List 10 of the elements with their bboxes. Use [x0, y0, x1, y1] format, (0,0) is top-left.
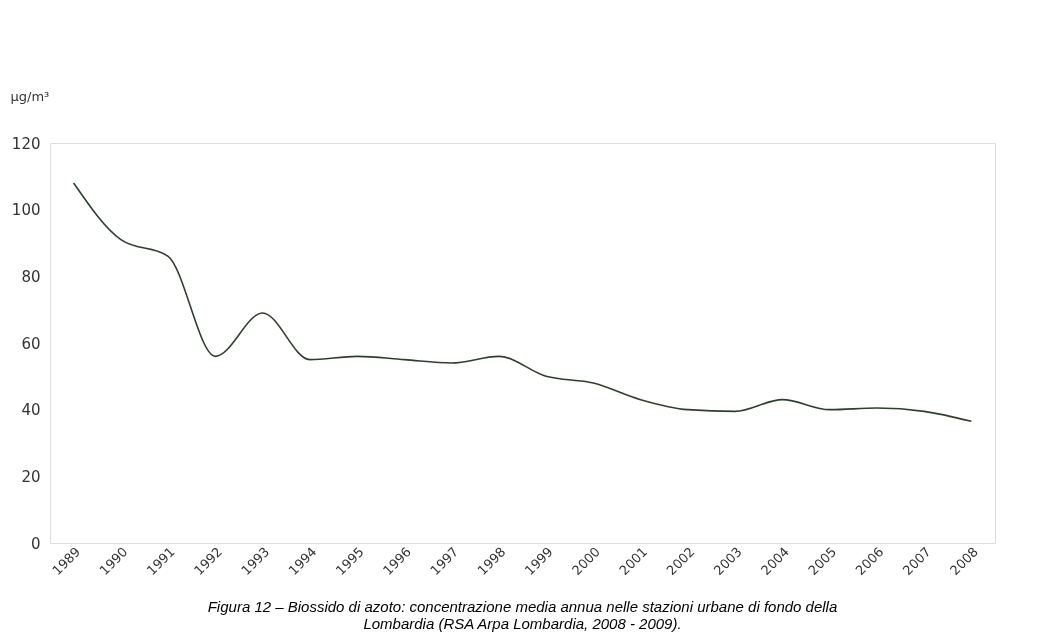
text: Figura 12 – Biossido di azoto: concentrazione media annua nelle stazioni urbane di fondo della Lombardia (RSA Arpa Lombardia, 2008 - 2009).: [207, 597, 838, 632]
line-series: [72, 182, 973, 423]
y-tick-label: 60: [21, 334, 41, 353]
y-tick-label: 20: [21, 467, 41, 486]
y-tick-label: 100: [11, 201, 41, 220]
y-tick-label: 40: [21, 401, 41, 420]
y-tick-label: 0: [30, 534, 41, 553]
y-tick-label: 80: [21, 267, 41, 286]
y-tick-label: 120: [11, 134, 41, 153]
y-axis-title: µg/m³: [10, 88, 50, 104]
